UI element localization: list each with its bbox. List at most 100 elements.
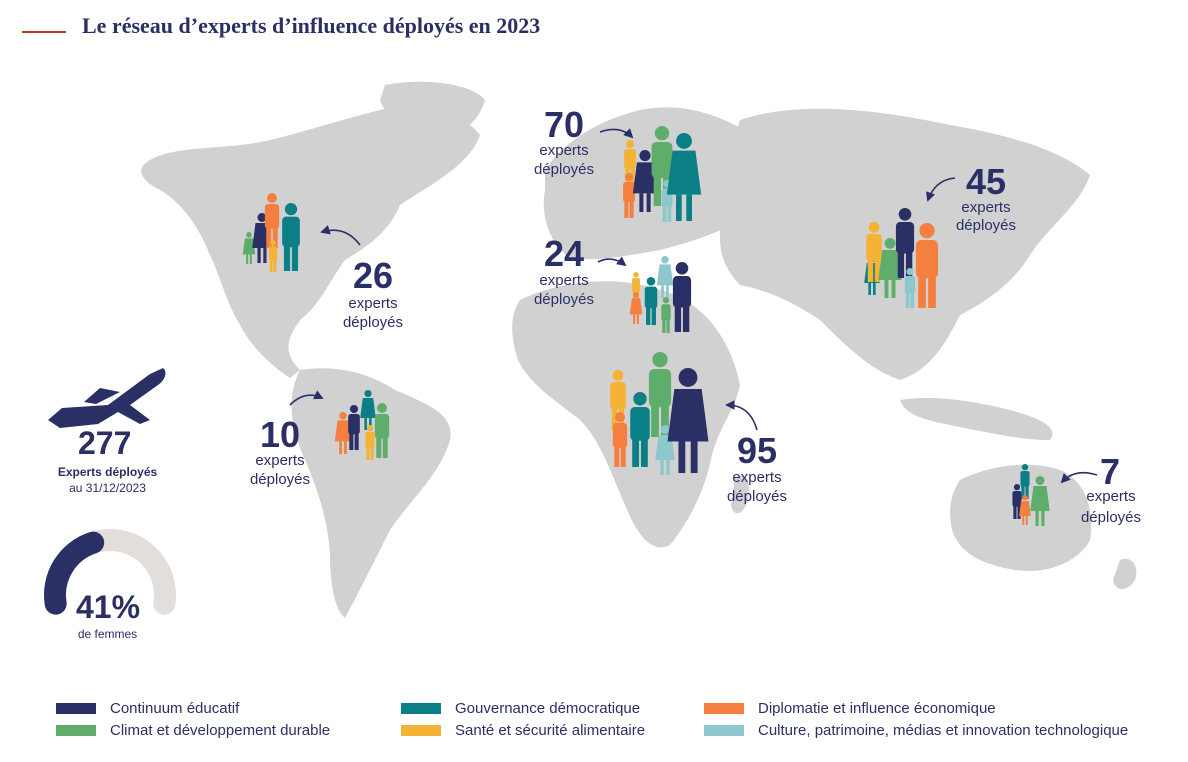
north-america-count: 26 (352, 255, 394, 296)
person-leg (640, 439, 648, 467)
person-dress (242, 238, 256, 255)
legend-label: Gouvernance démocratique (455, 700, 641, 717)
person-head (661, 256, 669, 264)
person-leg (646, 193, 651, 212)
expert-figure (895, 208, 915, 278)
person-leg (690, 441, 698, 473)
expert-figure (1030, 476, 1050, 526)
person-leg (283, 245, 291, 271)
expert-figure (612, 412, 628, 467)
expert-figure (1020, 464, 1030, 499)
expert-figure (878, 238, 902, 298)
person-leg (873, 283, 876, 295)
land-masses (141, 81, 1137, 618)
person-head (660, 425, 670, 434)
person-head (678, 368, 698, 387)
person-torso (268, 246, 278, 261)
person-leg (884, 280, 889, 298)
person-head (377, 403, 387, 413)
person-leg (624, 201, 629, 218)
women-label: de femmes (77, 627, 138, 641)
africa-land (512, 281, 740, 548)
person-leg (905, 293, 910, 308)
person-leg (891, 280, 896, 298)
legend-swatch (704, 703, 744, 714)
person-leg (266, 227, 272, 248)
person-leg (382, 437, 388, 458)
women-percent: 41% (76, 589, 141, 625)
north-america-arrow (320, 225, 361, 246)
legend-item-diplomatie: Diplomatie et influence économique (704, 700, 996, 717)
person-leg (272, 227, 278, 248)
asia-arrow (926, 177, 956, 202)
africa-arrow (725, 400, 758, 431)
person-head (1022, 495, 1028, 501)
person-leg (928, 276, 936, 308)
person-leg (918, 276, 926, 308)
person-leg (614, 446, 620, 467)
stats-graphics (44, 368, 176, 615)
expert-figure (904, 268, 916, 308)
person-head (284, 203, 298, 216)
person-leg (1021, 486, 1025, 499)
person-dress (629, 298, 643, 315)
person-leg (636, 314, 639, 324)
person-leg (249, 254, 252, 264)
legend-label: Culture, patrimoine, médias et innovatio… (758, 722, 1129, 739)
person-dress (360, 398, 376, 418)
person-head (906, 268, 914, 276)
expert-figure (630, 392, 650, 467)
person-head (868, 222, 880, 233)
person-leg (666, 319, 670, 333)
person-dress (666, 150, 702, 195)
person-head (612, 370, 624, 381)
person-torso (1020, 471, 1030, 487)
person-torso (644, 286, 658, 309)
person-leg (257, 248, 261, 263)
person-head (366, 425, 374, 432)
expert-figures (242, 126, 1050, 526)
person-leg (675, 194, 682, 221)
person-dress (334, 420, 352, 442)
page-title: Le réseau d’experts d’influence déployés… (82, 13, 541, 38)
expert-figure (360, 390, 376, 430)
legend-label: Climat et développement durable (110, 722, 331, 739)
legend-label: Diplomatie et influence économique (758, 700, 996, 717)
person-leg (660, 460, 664, 475)
legend-item-sante: Santé et sécurité alimentaire (401, 722, 645, 739)
expert-figure (632, 150, 658, 212)
person-leg (1041, 511, 1045, 526)
new-zealand-land (1113, 558, 1137, 589)
expert-figure (623, 173, 635, 218)
oceania-count: 7 (1099, 451, 1121, 492)
oceania-label-1: experts (1086, 488, 1136, 505)
south-america-label-1: experts (255, 452, 305, 469)
person-leg (354, 433, 359, 450)
person-leg (291, 245, 299, 271)
title-rule (22, 31, 66, 33)
person-head (1013, 484, 1021, 491)
person-head (349, 405, 359, 414)
person-torso (374, 414, 390, 439)
person-leg (1025, 516, 1028, 525)
person-leg (1025, 486, 1029, 499)
person-leg (646, 307, 651, 325)
person-leg (651, 307, 656, 325)
mediterranean-label-1: experts (539, 272, 589, 289)
person-dress (667, 389, 709, 442)
australia-land (950, 464, 1092, 571)
africa-count: 95 (736, 430, 778, 471)
person-leg (633, 314, 636, 324)
person-head (339, 412, 347, 420)
person-leg (344, 441, 347, 454)
south-america-land (291, 368, 451, 618)
mediterranean-count: 24 (543, 233, 585, 274)
expert-figure (365, 425, 375, 460)
expert-figure (264, 193, 280, 248)
person-torso (866, 234, 882, 261)
person-leg (1035, 511, 1039, 526)
person-leg (349, 433, 354, 450)
person-head (625, 140, 635, 149)
person-torso (624, 149, 636, 170)
person-leg (897, 252, 905, 278)
